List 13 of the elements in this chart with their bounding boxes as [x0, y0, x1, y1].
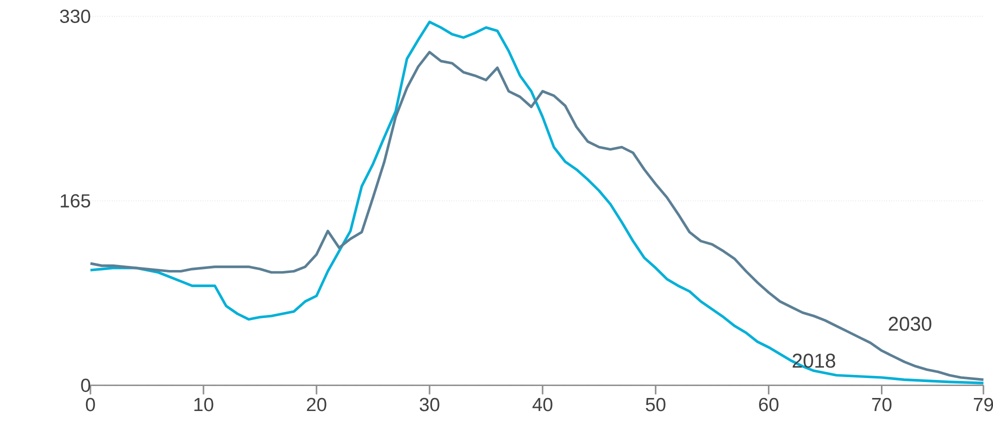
- y-tick-label: 0: [81, 378, 90, 392]
- y-tick-label: 165: [60, 194, 90, 208]
- x-tick-label: 40: [532, 398, 552, 412]
- y-tick-label: 330: [60, 10, 90, 24]
- x-tick-label: 79: [974, 398, 993, 412]
- x-tick-label: 30: [420, 398, 440, 412]
- series-label: 2018: [792, 354, 836, 368]
- series-label: 2030: [888, 316, 932, 331]
- x-tick-label: 10: [194, 398, 214, 412]
- x-tick-label: 20: [306, 398, 326, 412]
- x-tick-label: 70: [872, 398, 892, 412]
- x-tick-label: 50: [646, 398, 666, 412]
- x-tick-label: 60: [759, 398, 778, 412]
